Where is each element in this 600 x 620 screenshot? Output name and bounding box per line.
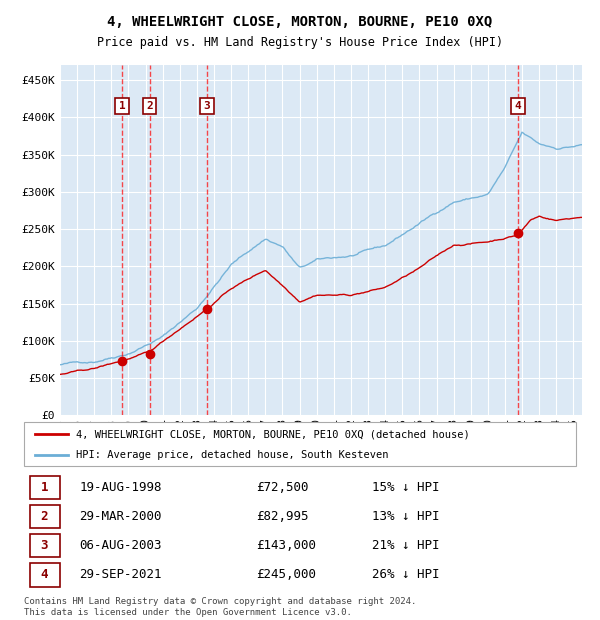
Text: £245,000: £245,000 [256,569,316,581]
Text: 4, WHEELWRIGHT CLOSE, MORTON, BOURNE, PE10 0XQ: 4, WHEELWRIGHT CLOSE, MORTON, BOURNE, PE… [107,16,493,30]
Text: 4: 4 [514,101,521,111]
FancyBboxPatch shape [29,505,60,528]
Text: 06-AUG-2003: 06-AUG-2003 [79,539,162,552]
Text: 26% ↓ HPI: 26% ↓ HPI [372,569,439,581]
Text: 1: 1 [41,481,48,494]
Text: £143,000: £143,000 [256,539,316,552]
Text: 1: 1 [119,101,125,111]
Text: 3: 3 [41,539,48,552]
Text: Contains HM Land Registry data © Crown copyright and database right 2024.
This d: Contains HM Land Registry data © Crown c… [24,598,416,617]
Text: £82,995: £82,995 [256,510,308,523]
Text: 3: 3 [204,101,211,111]
Text: 29-MAR-2000: 29-MAR-2000 [79,510,162,523]
Text: 21% ↓ HPI: 21% ↓ HPI [372,539,439,552]
Text: 2: 2 [146,101,153,111]
Text: Price paid vs. HM Land Registry's House Price Index (HPI): Price paid vs. HM Land Registry's House … [97,36,503,49]
Text: 15% ↓ HPI: 15% ↓ HPI [372,481,439,494]
FancyBboxPatch shape [29,476,60,499]
Text: £72,500: £72,500 [256,481,308,494]
Text: 4: 4 [41,569,48,581]
Text: 13% ↓ HPI: 13% ↓ HPI [372,510,439,523]
FancyBboxPatch shape [29,563,60,587]
Text: 19-AUG-1998: 19-AUG-1998 [79,481,162,494]
FancyBboxPatch shape [24,422,576,466]
FancyBboxPatch shape [29,534,60,557]
Text: 29-SEP-2021: 29-SEP-2021 [79,569,162,581]
Text: 2: 2 [41,510,48,523]
Text: HPI: Average price, detached house, South Kesteven: HPI: Average price, detached house, Sout… [76,450,389,460]
Text: 4, WHEELWRIGHT CLOSE, MORTON, BOURNE, PE10 0XQ (detached house): 4, WHEELWRIGHT CLOSE, MORTON, BOURNE, PE… [76,429,470,439]
